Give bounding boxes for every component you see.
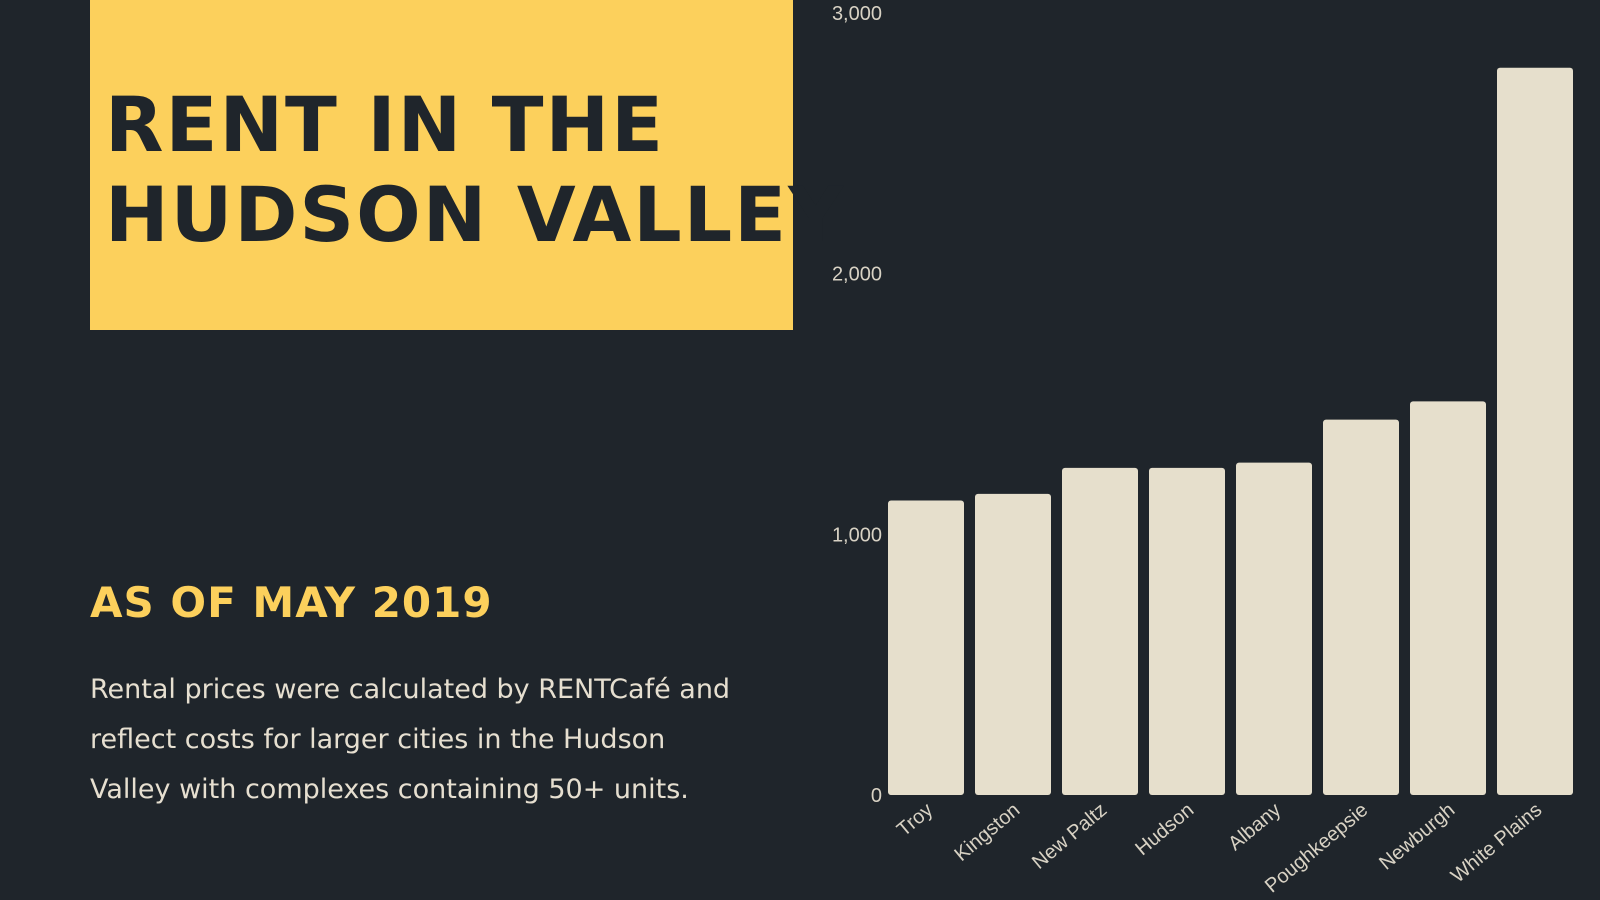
bar-kingston	[975, 493, 1051, 795]
x-tick-label: White Plains	[1447, 799, 1546, 887]
y-tick-label: 0	[871, 785, 882, 807]
rent-bar-chart: 0 1,000 2,000 3,000 Troy Kingston New Paltz Hu…	[832, 3, 1573, 897]
x-tick-label: Hudson	[1131, 799, 1198, 860]
x-axis: Troy Kingston New Paltz Hudson AlbanyPoughke…	[893, 799, 1546, 897]
date-subtitle: AS OF MAY 2019	[90, 578, 493, 627]
y-tick-label: 2,000	[832, 264, 882, 286]
bar-troy	[888, 500, 964, 795]
y-tick-label: 1,000	[832, 524, 882, 546]
page-title-line-2: HUDSON VALLEY	[105, 170, 846, 259]
title-box: RENT IN THE HUDSON VALLEY	[90, 0, 843, 330]
bar-new-paltz	[1062, 467, 1138, 795]
y-axis: 0 1,000 2,000 3,000	[832, 3, 882, 807]
bar-white-plains	[1497, 67, 1573, 796]
description-text: Rental prices were calculated by RENTCaf…	[90, 674, 731, 805]
bar-albany	[1236, 462, 1312, 795]
x-tick-label: Troy	[893, 799, 937, 841]
bar-poughkeepsie	[1323, 419, 1399, 795]
bars-group	[888, 67, 1573, 796]
bar-hudson	[1149, 467, 1225, 795]
x-tick-label: New Paltz	[1028, 799, 1111, 874]
x-tick-label: Newburgh	[1375, 799, 1459, 874]
y-tick-label: 3,000	[832, 3, 882, 25]
bar-newburgh	[1410, 401, 1486, 795]
page-title-line-1: RENT IN THE	[105, 80, 666, 169]
x-tick-label: Albany	[1224, 799, 1285, 855]
x-tick-label: Kingston	[950, 799, 1024, 866]
